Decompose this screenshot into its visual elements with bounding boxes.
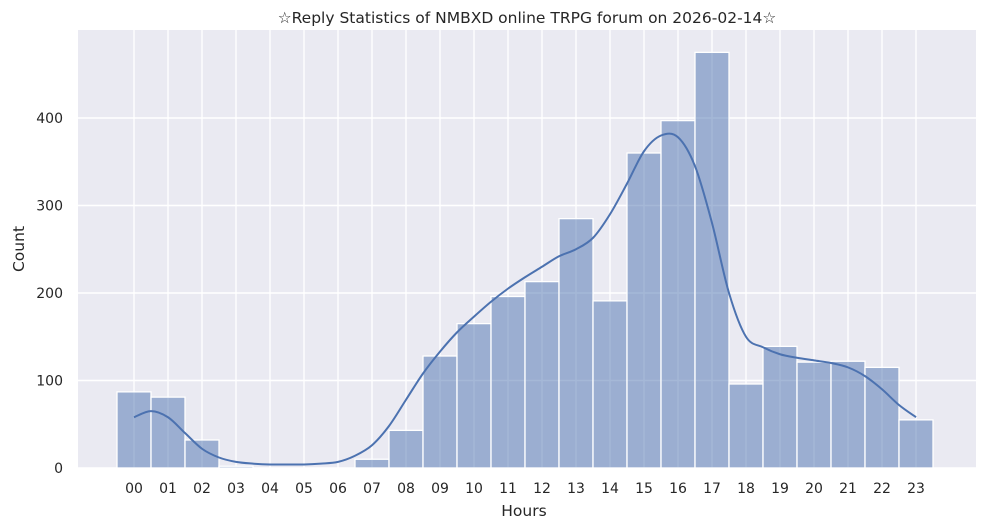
x-tick-label: 13 <box>567 481 585 497</box>
bar-hour-11 <box>490 295 526 469</box>
x-axis-ticks: 00 01 02 03 04 05 06 07 08 09 10 11 12 13 14 15 16 17 18 19… <box>125 481 925 497</box>
y-axis-label: Count <box>10 226 28 272</box>
x-tick-label: 18 <box>737 481 755 497</box>
x-tick-label: 19 <box>771 481 789 497</box>
bar-hour-14 <box>592 300 628 469</box>
bar-hour-07 <box>354 458 390 469</box>
x-tick-label: 10 <box>465 481 483 497</box>
bar-hour-20 <box>796 361 832 469</box>
x-tick-label: 17 <box>703 481 721 497</box>
x-tick-label: 23 <box>907 481 925 497</box>
histogram-bars <box>116 51 934 469</box>
kde-curve <box>133 132 917 466</box>
x-tick-label: 00 <box>125 481 143 497</box>
x-tick-label: 21 <box>839 481 857 497</box>
bar-hour-15 <box>626 152 662 469</box>
kde-curve-layer <box>133 132 917 466</box>
bar-hour-16 <box>660 119 696 469</box>
x-tick-label: 20 <box>805 481 823 497</box>
x-tick-label: 06 <box>329 481 347 497</box>
bar-hour-13 <box>558 217 594 469</box>
y-tick-label: 300 <box>36 199 63 215</box>
y-tick-label: 400 <box>36 111 63 127</box>
x-tick-label: 11 <box>499 481 517 497</box>
bar-hour-18 <box>728 383 764 469</box>
y-tick-label: 0 <box>54 461 63 477</box>
bar-hour-17 <box>694 51 730 469</box>
x-tick-label: 02 <box>193 481 211 497</box>
bar-hour-02 <box>184 439 220 469</box>
x-axis-label: Hours <box>501 502 546 520</box>
bar-hour-03 <box>218 465 254 469</box>
x-tick-label: 22 <box>873 481 891 497</box>
chart-title: ☆Reply Statistics of NMBXD online TRPG f… <box>278 9 777 27</box>
x-tick-label: 03 <box>227 481 245 497</box>
bar-hour-09 <box>422 355 458 469</box>
x-tick-label: 04 <box>261 481 279 497</box>
bar-hour-12 <box>524 280 560 469</box>
bar-hour-21 <box>830 360 866 469</box>
x-tick-label: 07 <box>363 481 381 497</box>
x-tick-label: 01 <box>159 481 177 497</box>
x-tick-label: 05 <box>295 481 313 497</box>
y-axis-ticks: 0 100 200 300 400 <box>36 111 63 477</box>
x-tick-label: 12 <box>533 481 551 497</box>
bar-hour-08 <box>388 429 424 469</box>
bar-hour-23 <box>898 419 934 469</box>
y-tick-label: 100 <box>36 374 63 390</box>
bar-hour-01 <box>150 396 186 469</box>
y-tick-label: 200 <box>36 286 63 302</box>
x-tick-label: 16 <box>669 481 687 497</box>
bar-hour-10 <box>456 322 492 469</box>
x-tick-label: 14 <box>601 481 619 497</box>
x-tick-label: 15 <box>635 481 653 497</box>
bar-hour-19 <box>762 345 798 469</box>
x-tick-label: 08 <box>397 481 415 497</box>
bar-hour-22 <box>864 366 900 469</box>
bar-hour-00 <box>116 391 152 469</box>
x-tick-label: 09 <box>431 481 449 497</box>
